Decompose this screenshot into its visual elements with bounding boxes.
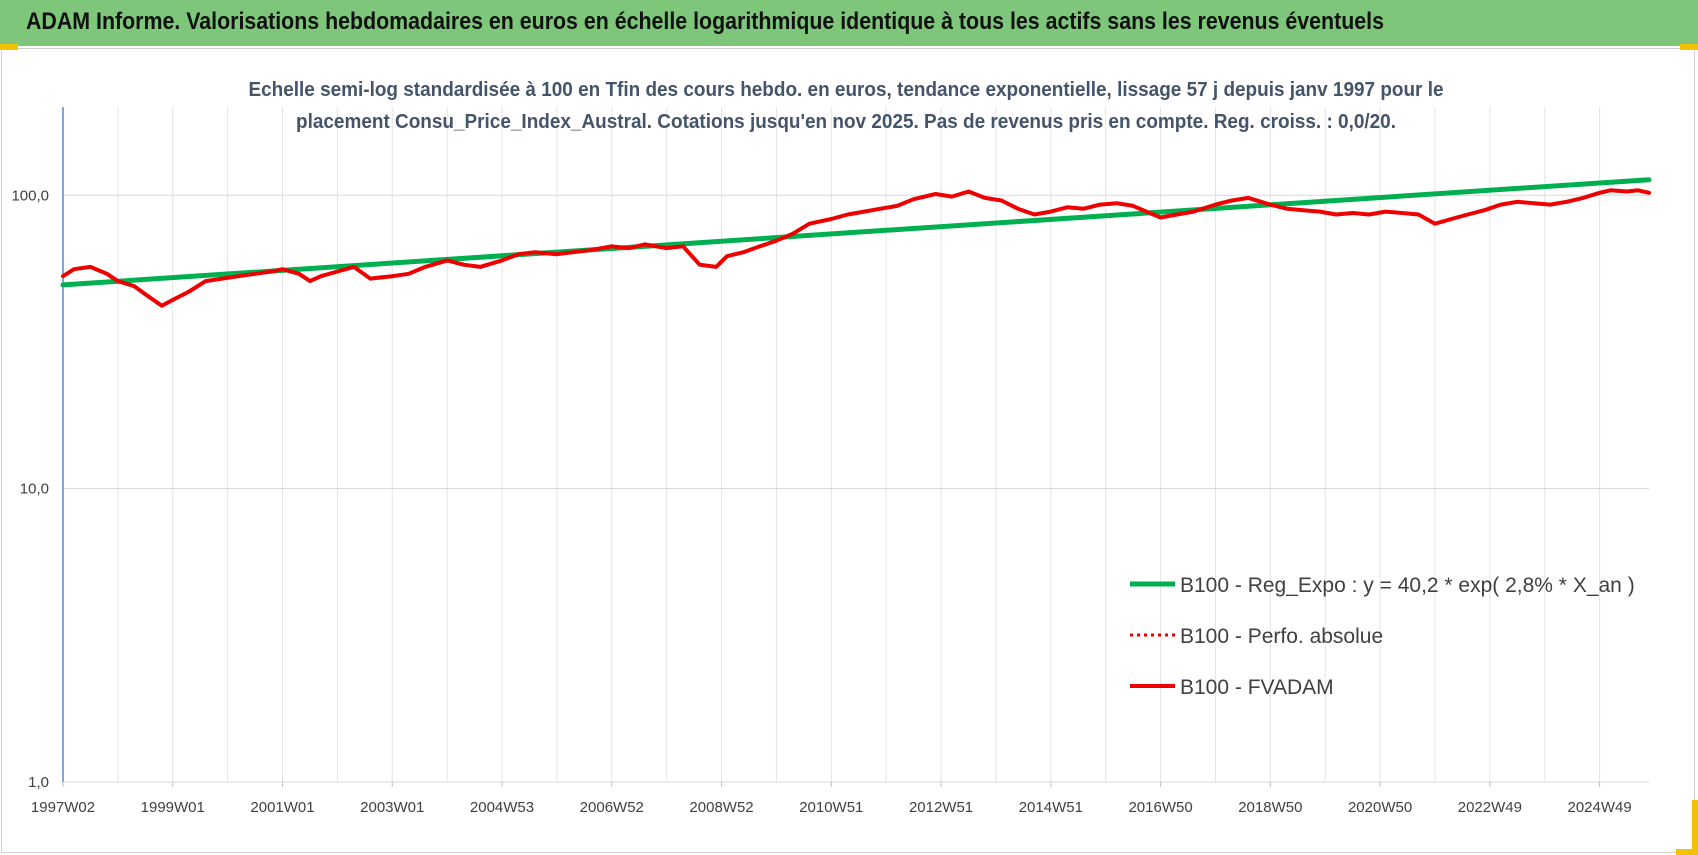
x-tick-label: 1997W02 <box>31 799 95 816</box>
x-tick-label: 2010W51 <box>799 799 863 816</box>
x-tick-label: 2022W49 <box>1458 799 1522 816</box>
legend-label-2: B100 - FVADAM <box>1180 676 1334 699</box>
header-bar: ADAM Informe. Valorisations hebdomadaire… <box>0 0 1698 46</box>
x-tick-label: 2016W50 <box>1128 799 1192 816</box>
corner-marker-bottom-right-h <box>1676 849 1698 855</box>
x-tick-label: 2006W52 <box>580 799 644 816</box>
x-axis: 1997W02 1999W01 2001W01 2003W01 2004W53 2006W… <box>31 781 1649 816</box>
chart-subtitle-line-2: placement Consu_Price_Index_Austral. Cot… <box>296 111 1396 133</box>
legend-label-0: B100 - Reg_Expo : y = 40,2 * exp( 2,8% *… <box>1180 574 1635 597</box>
page-title: ADAM Informe. Valorisations hebdomadaire… <box>26 8 1384 35</box>
x-tick-label: 2014W51 <box>1019 799 1083 816</box>
x-tick-label: 2018W50 <box>1238 799 1302 816</box>
legend: B100 - Reg_Expo : y = 40,2 * exp( 2,8% *… <box>1130 574 1635 699</box>
x-tick-label: 2004W53 <box>470 799 534 816</box>
y-tick-label: 1,0 <box>28 774 49 791</box>
x-tick-label: 2020W50 <box>1348 799 1412 816</box>
y-tick-label: 10,0 <box>20 481 49 498</box>
x-tick-label: 2012W51 <box>909 799 973 816</box>
chart-subtitle-line-1: Echelle semi-log standardisée à 100 en T… <box>249 79 1444 101</box>
y-axis: 1,0 10,0 100,0 <box>11 107 64 791</box>
series-line-2 <box>61 188 1651 308</box>
series-area <box>60 177 1652 308</box>
x-tick-label: 2024W49 <box>1567 799 1631 816</box>
x-tick-label: 1999W01 <box>141 799 205 816</box>
y-tick-label: 100,0 <box>11 187 49 204</box>
x-tick-label: 2001W01 <box>250 799 314 816</box>
corner-marker-top-left <box>0 44 18 50</box>
x-tick-label: 2003W01 <box>360 799 424 816</box>
corner-marker-top-right <box>1680 44 1698 50</box>
chart-frame <box>1 48 1695 853</box>
grid <box>63 107 1649 783</box>
corner-marker-bottom-right <box>1692 800 1698 855</box>
legend-label-1: B100 - Perfo. absolue <box>1180 625 1383 648</box>
series-line-0 <box>60 177 1652 288</box>
x-tick-label: 2008W52 <box>689 799 753 816</box>
